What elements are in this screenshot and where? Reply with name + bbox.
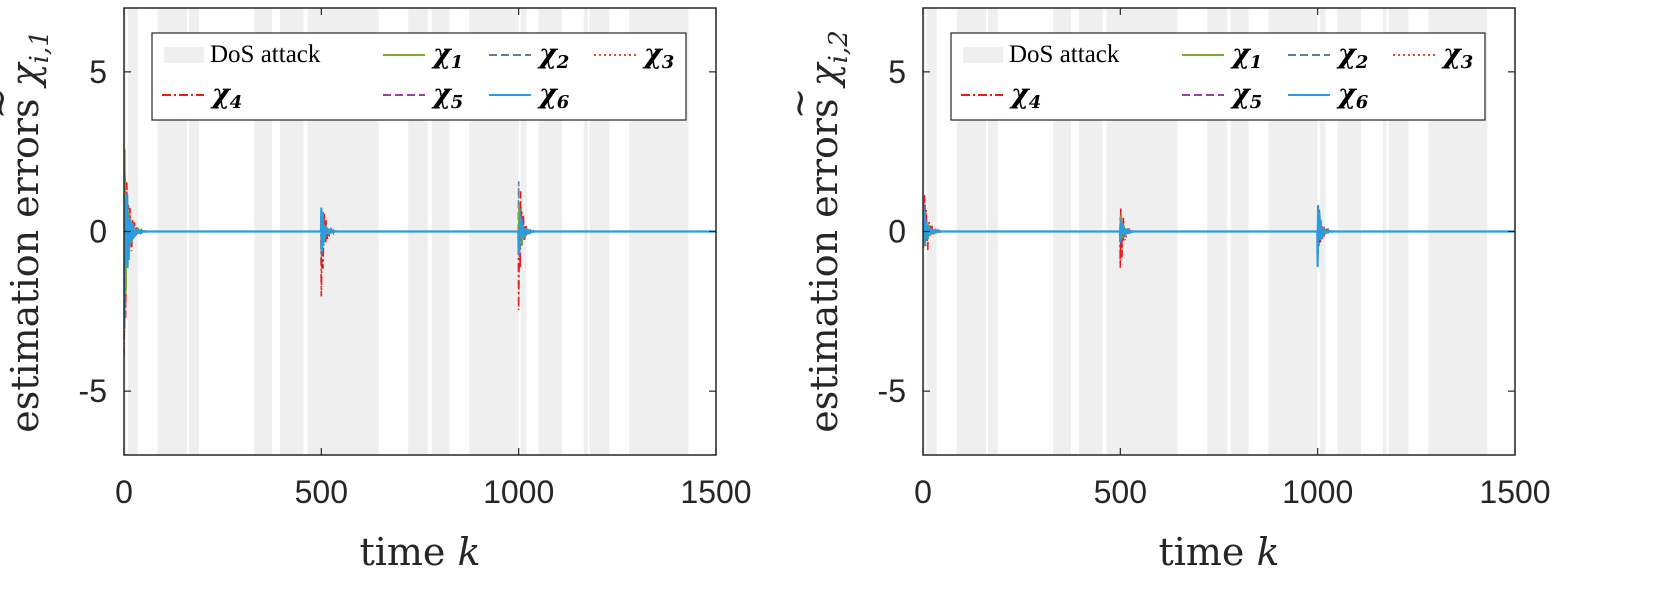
y-axis-title-text: estimation errors [802,86,846,432]
y-axis-title: estimation errors χi,1 [3,30,55,433]
legend-box [151,32,687,121]
legend-label-x2: χ2 [537,39,569,73]
x-tick-label: 1500 [1479,474,1550,510]
legend-symbol: χ [1336,79,1358,110]
ticks: 0 500 1000 1500 -5 0 5 [878,8,1551,510]
legend-symbol: χ [537,79,559,110]
legend-label-x3: χ3 [1441,39,1473,73]
legend-label-dos: DoS attack [1009,41,1120,68]
y-tick-label: 5 [888,54,906,90]
legend-label-x5: χ5 [431,79,463,113]
y-axis-title-subscript: i,2 [824,30,854,63]
x-tick-label: 1000 [483,474,554,510]
x-axis-title: time k [359,530,480,574]
legend-swatch-dos [963,47,1003,63]
x-tick-label: 1000 [1282,474,1353,510]
legend-symbol: χ [1230,39,1252,70]
legend-subscript: 2 [556,52,570,73]
legend-symbol: χ [642,39,664,70]
legend-subscript: 6 [1356,92,1369,113]
x-axis-title-var: k [458,530,481,574]
series-line-x6 [923,203,1515,268]
chart-estimation-errors-2: 0 500 1000 1500 -5 0 5 time k estimation errors … [777,7,1551,574]
legend-symbol: χ [1336,39,1358,70]
legend-subscript: 1 [1250,52,1263,73]
legend-symbol: χ [431,79,453,110]
legend-label-x5: χ5 [1230,79,1262,113]
legend-symbol: χ [1009,79,1031,110]
x-tick-label: 0 [115,474,133,510]
legend-label-x6: χ6 [1336,79,1369,113]
legend-symbol: χ [537,39,559,70]
x-axis-title: time k [1158,530,1279,574]
x-tick-label: 1500 [680,474,751,510]
series-group [124,148,716,357]
y-tick-label: 5 [89,54,107,90]
legend-subscript: 5 [451,92,464,113]
x-axis-title-text: time [1158,530,1256,574]
legend-subscript: 3 [662,52,675,73]
y-tick-label: -5 [79,373,107,409]
y-axis-title-symbol: χ [3,61,47,89]
legend-subscript: 4 [1029,92,1042,113]
legend-subscript: 1 [451,52,464,73]
legend-label-x4: χ4 [210,79,242,113]
x-tick-label: 500 [295,474,348,510]
y-axis-title-text: estimation errors [3,86,47,432]
x-tick-label: 0 [914,474,932,510]
series-line-x6 [124,193,716,329]
legend-subscript: 4 [230,92,243,113]
y-axis-title-accent: ~ [0,88,22,120]
x-axis-title-text: time [359,530,457,574]
y-tick-label: 0 [888,214,906,250]
series-group [923,195,1515,268]
y-axis-title-accent: ~ [777,88,821,120]
legend-label-x1: χ1 [431,39,463,73]
legend-label-x3: χ3 [642,39,674,73]
legend-subscript: 2 [1355,52,1369,73]
legend-symbol: χ [1230,79,1252,110]
legend-symbol: χ [431,39,453,70]
legend-label-x1: χ1 [1230,39,1262,73]
legend-label-x2: χ2 [1336,39,1368,73]
legend-subscript: 6 [557,92,570,113]
chart-estimation-errors-1: 0 500 1000 1500 -5 0 5 time k estimation errors … [0,7,752,574]
legend-symbol: χ [210,79,232,110]
legend-subscript: 3 [1461,52,1474,73]
legend-box [950,32,1486,121]
y-axis-title: estimation errors χi,2 [802,30,854,433]
y-tick-label: -5 [878,373,906,409]
legend-swatch-dos [164,47,204,63]
legend-label-dos: DoS attack [210,41,321,68]
y-tick-label: 0 [89,214,107,250]
x-tick-label: 500 [1094,474,1147,510]
ticks: 0 500 1000 1500 -5 0 5 [79,8,752,510]
legend-label-x4: χ4 [1009,79,1041,113]
legend-label-x6: χ6 [537,79,570,113]
legend-symbol: χ [1441,39,1463,70]
x-axis-title-var: k [1257,530,1280,574]
y-axis-title-subscript: i,1 [25,30,55,63]
legend-subscript: 5 [1250,92,1263,113]
y-axis-title-symbol: χ [802,61,846,89]
